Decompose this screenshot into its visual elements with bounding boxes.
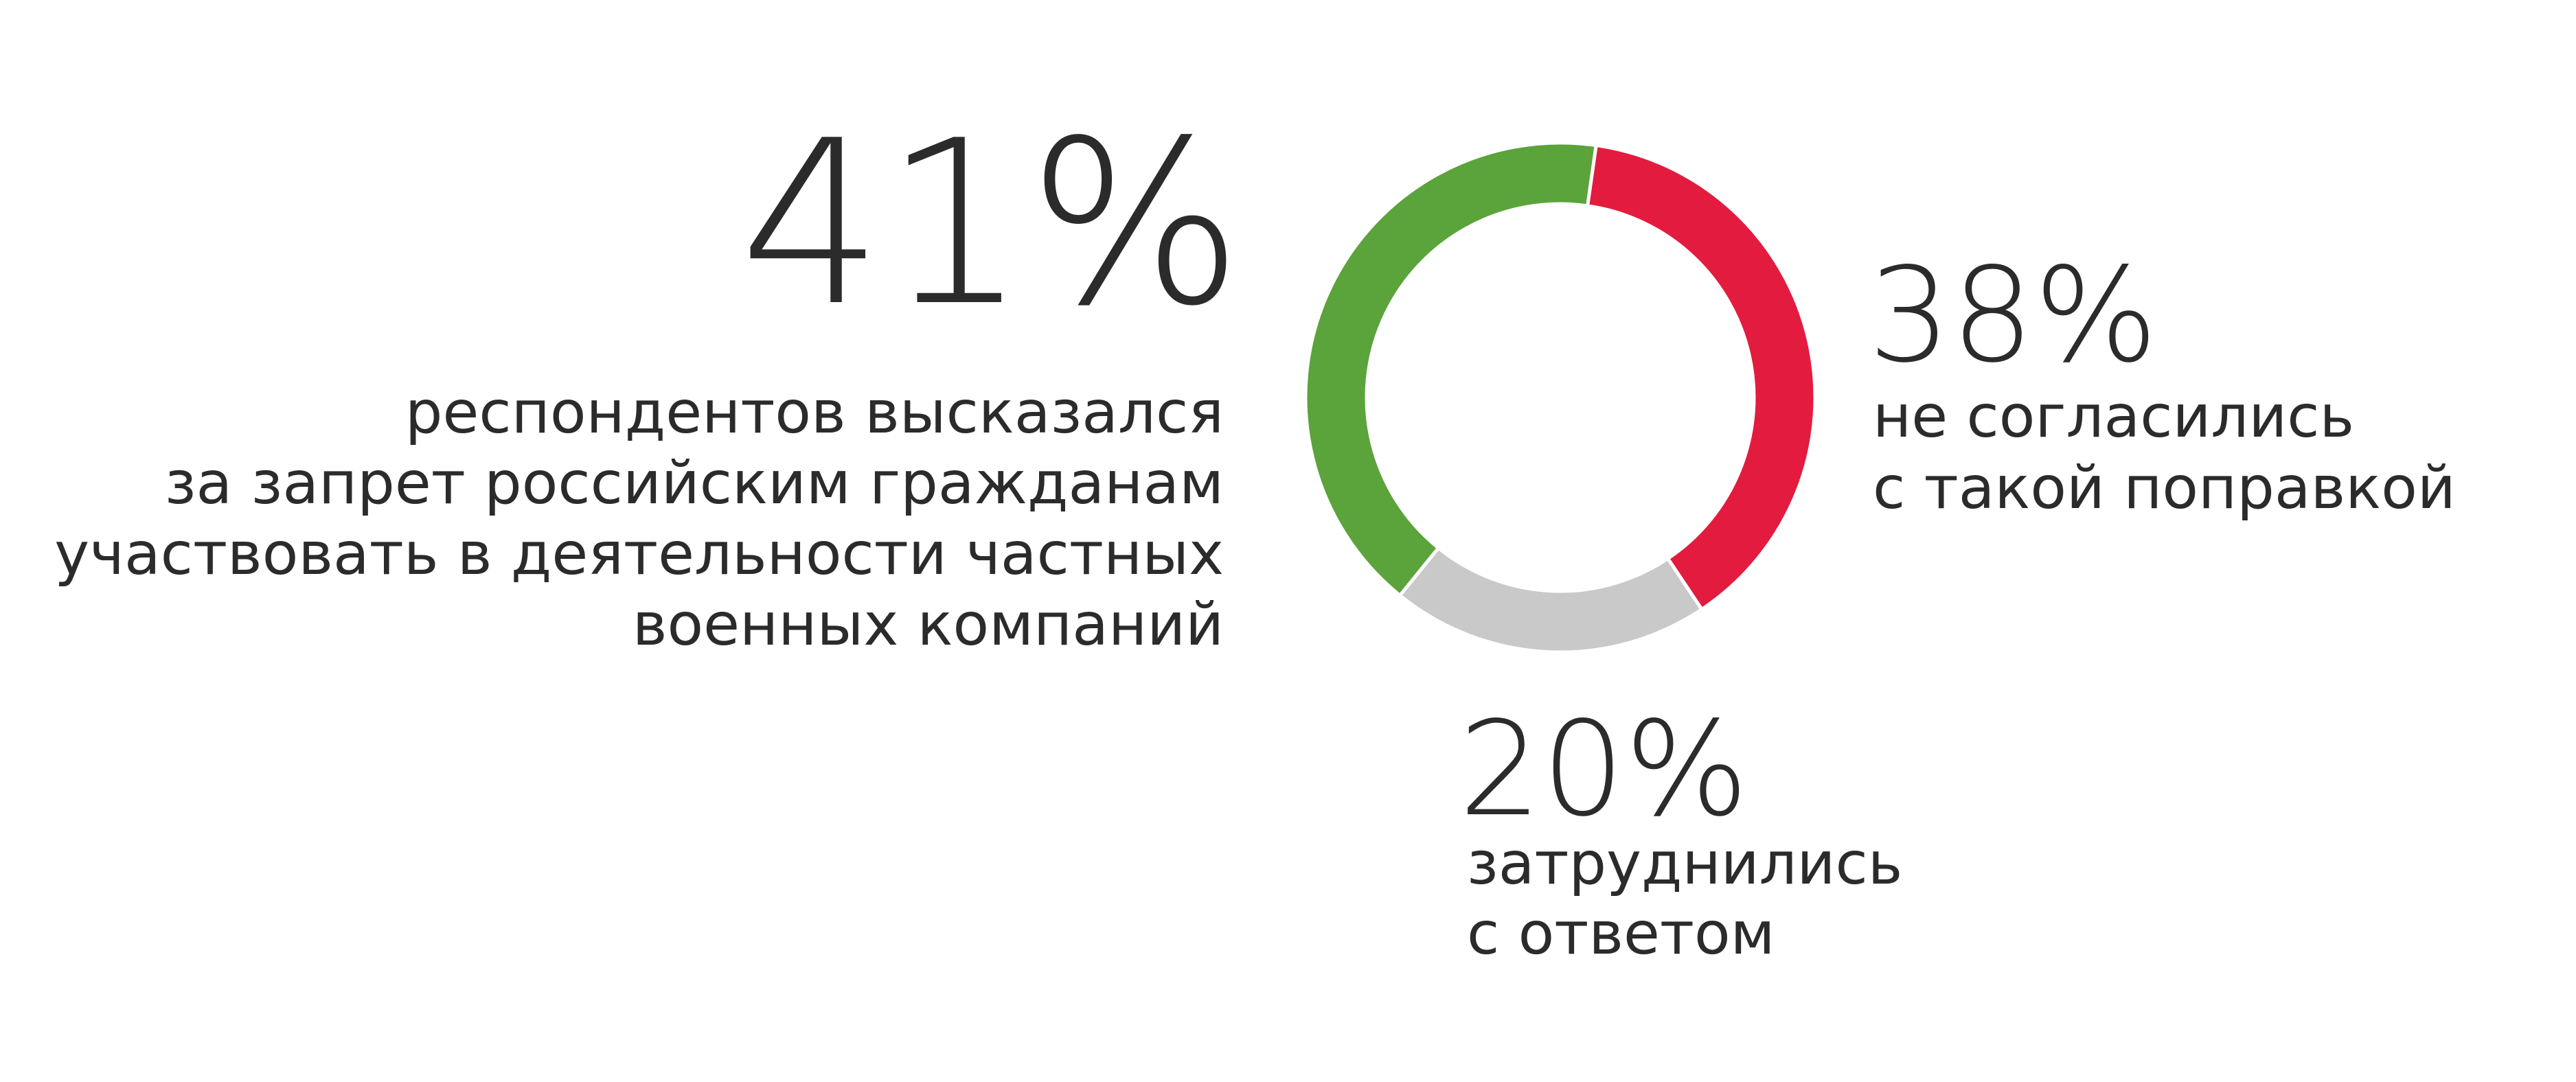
category-label: военных компаний [632,590,1224,659]
donut-slice [1303,141,1599,598]
donut-slice [1398,545,1705,654]
category-label: за запрет российским гражданам [165,449,1224,518]
value-label: 38% [1868,240,2158,391]
category-label: участвовать в деятельности частных [54,520,1224,588]
category-label: затруднились [1467,829,1902,898]
value-label: 41% [740,92,1243,356]
category-label: с ответом [1467,899,1775,968]
category-label: с такой поправкой [1873,454,2456,522]
category-label: не согласились [1873,382,2354,451]
value-label: 20% [1459,693,1748,845]
donut-slice [1585,143,1817,612]
category-label: респондентов высказался [405,378,1224,447]
